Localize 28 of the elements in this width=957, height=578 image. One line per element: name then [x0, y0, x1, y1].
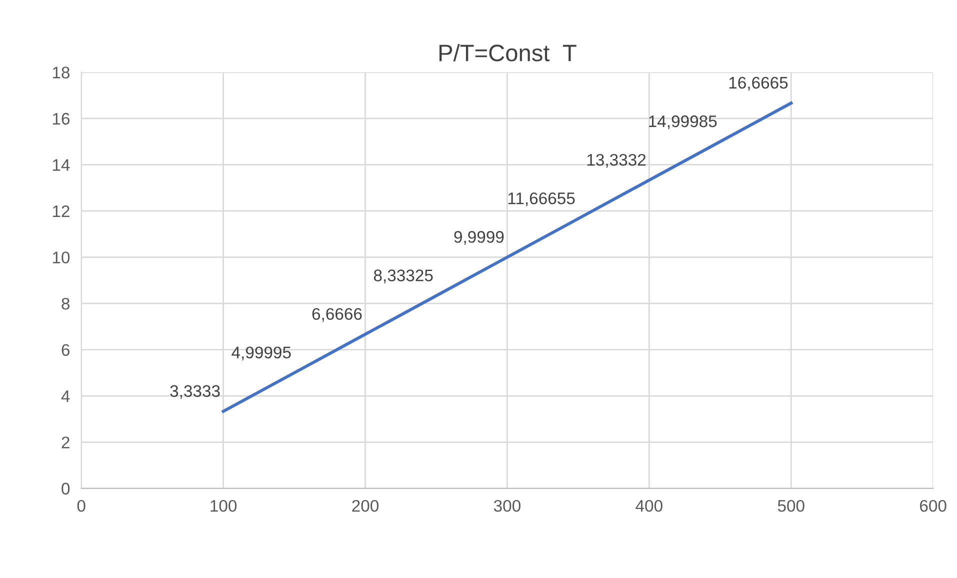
- data-label: 13,3332: [587, 154, 646, 168]
- x-tick-label: 300: [494, 500, 520, 512]
- x-tick-label: 400: [636, 500, 662, 512]
- data-label: 4,99995: [232, 346, 291, 360]
- data-label: 6,6666: [312, 308, 362, 322]
- y-tick-label: 0: [62, 482, 70, 495]
- y-tick-label: 18: [52, 66, 70, 78]
- chart-title: P/T=Const T: [439, 44, 576, 62]
- data-label: 8,33325: [374, 270, 433, 284]
- y-tick-label: 2: [62, 436, 70, 448]
- x-tick-label: 600: [920, 500, 946, 512]
- x-tick-label: 200: [352, 500, 379, 512]
- data-label: 11,66655: [508, 192, 575, 206]
- data-label: 14,99985: [649, 115, 717, 130]
- x-tick-label: 0: [77, 500, 86, 512]
- y-tick-label: 4: [61, 390, 70, 402]
- y-tick-label: 10: [52, 252, 70, 264]
- y-tick-label: 12: [52, 205, 70, 218]
- x-tick-label: 500: [778, 500, 804, 512]
- data-label: 9,9999: [454, 231, 504, 245]
- y-tick-label: 14: [52, 159, 70, 171]
- y-tick-label: 8: [62, 298, 70, 310]
- y-tick-label: 6: [62, 344, 70, 356]
- data-label: 16,6665: [729, 76, 788, 91]
- x-tick-label: 100: [210, 500, 237, 512]
- line-series: [222, 102, 793, 413]
- data-label: 3,3333: [170, 385, 220, 399]
- y-tick-label: 16: [52, 112, 70, 125]
